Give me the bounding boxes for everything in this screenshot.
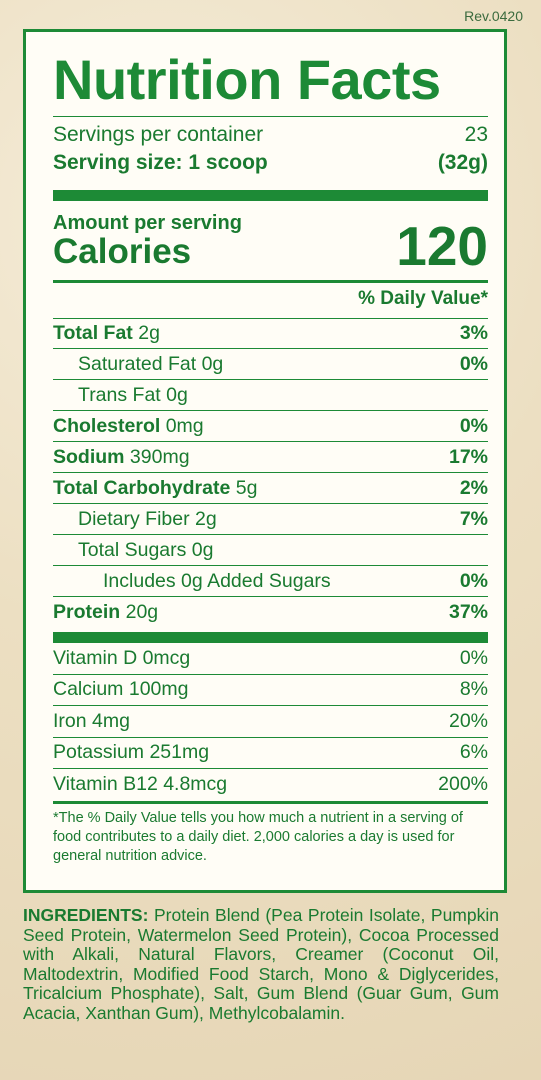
vitamin-dv: 0% (459, 646, 488, 669)
nutrient-name: Total Fat (53, 322, 133, 344)
heavy-divider (53, 190, 488, 201)
serving-size-label: Serving size: 1 scoop (53, 151, 268, 174)
nutrient-row-total-fat: Total Fat 2g 3% (53, 318, 488, 349)
vitamin-name: Vitamin D 0mcg (53, 646, 191, 669)
nutrition-facts-panel: Nutrition Facts Servings per container 2… (23, 29, 507, 893)
serving-size-row: Serving size: 1 scoop (32g) (53, 151, 488, 181)
servings-per-container-row: Servings per container 23 (53, 123, 488, 151)
nutrient-row-dietary-fiber: Dietary Fiber 2g 7% (53, 504, 488, 535)
vitamin-row-vitamin-d: Vitamin D 0mcg 0% (53, 643, 488, 675)
nutrient-amount: 0mg (160, 414, 204, 437)
serving-size-value: (32g) (437, 151, 488, 174)
nutrient-amount: 20g (120, 601, 159, 623)
nutrient-row-total-sugars: Total Sugars 0g (53, 535, 488, 566)
nutrient-row-added-sugars: Includes 0g Added Sugars 0% (53, 566, 488, 597)
nutrient-row-saturated-fat: Saturated Fat 0g 0% (53, 349, 488, 380)
nutrient-row-cholesterol: Cholesterol 0mg 0% (53, 411, 488, 442)
vitamin-name: Iron 4mg (53, 709, 130, 732)
vitamin-dv: 20% (448, 709, 488, 732)
vitamin-row-calcium: Calcium 100mg 8% (53, 675, 488, 706)
nutrient-name: Total Carbohydrate (53, 476, 231, 499)
nutrient-dv: 3% (459, 322, 488, 344)
panel-title: Nutrition Facts (53, 48, 441, 111)
calories-row: Calories 120 (53, 219, 488, 274)
nutrient-name: Protein (53, 601, 121, 623)
vitamin-row-potassium: Potassium 251mg 6% (53, 738, 488, 769)
nutrient-dv: 7% (459, 507, 488, 530)
nutrient-name: Total Sugars 0g (78, 538, 214, 561)
daily-value-header: % Daily Value* (358, 288, 488, 309)
medium-divider (53, 800, 488, 804)
calories-value: 120 (396, 215, 488, 277)
vitamin-name: Vitamin B12 4.8mcg (53, 773, 228, 796)
nutrient-dv: 2% (459, 476, 488, 499)
vitamin-row-iron: Iron 4mg 20% (53, 706, 488, 738)
nutrient-dv: 37% (448, 601, 488, 623)
vitamin-name: Calcium 100mg (53, 678, 189, 701)
nutrient-row-protein: Protein 20g 37% (53, 597, 488, 628)
vitamin-dv: 200% (438, 773, 488, 796)
nutrient-amount: 2g (132, 322, 160, 344)
nutrient-amount: 5g (230, 476, 258, 499)
divider (53, 116, 488, 117)
nutrient-row-total-carbohydrate: Total Carbohydrate 5g 2% (53, 473, 488, 504)
revision-code: Rev.0420 (464, 8, 523, 24)
nutrient-name: Dietary Fiber 2g (78, 507, 217, 530)
nutrient-row-sodium: Sodium 390mg 17% (53, 442, 488, 473)
nutrient-dv: 0% (459, 352, 488, 375)
nutrient-dv: 17% (448, 445, 488, 468)
vitamin-dv: 6% (459, 741, 488, 764)
medium-divider (53, 280, 488, 283)
ingredients-text: Protein Blend (Pea Protein Isolate, Pump… (23, 905, 499, 1023)
nutrient-name: Saturated Fat 0g (78, 352, 224, 375)
ingredients-label: INGREDIENTS: (23, 905, 149, 925)
vitamin-dv: 8% (459, 678, 488, 701)
vitamin-row-vitamin-b12: Vitamin B12 4.8mcg 200% (53, 769, 488, 801)
nutrient-name: Includes 0g Added Sugars (103, 569, 331, 592)
nutrient-name: Sodium (53, 445, 125, 468)
nutrient-amount: 390mg (124, 445, 190, 468)
nutrient-dv: 0% (459, 569, 488, 592)
daily-value-footnote: *The % Daily Value tells you how much a … (53, 809, 463, 864)
calories-label: Calories (53, 232, 192, 271)
nutrient-dv: 0% (459, 414, 488, 437)
servings-per-container-label: Servings per container (53, 123, 264, 146)
servings-per-container-value: 23 (464, 123, 488, 146)
heavy-divider (53, 632, 488, 643)
vitamin-name: Potassium 251mg (53, 741, 210, 764)
amount-per-serving-label: Amount per serving (53, 212, 242, 234)
nutrient-row-trans-fat: Trans Fat 0g (53, 380, 488, 411)
nutrient-name: Cholesterol (53, 414, 161, 437)
ingredients-statement: INGREDIENTS: Protein Blend (Pea Protein … (23, 905, 499, 1023)
nutrient-name: Trans Fat 0g (78, 383, 188, 406)
